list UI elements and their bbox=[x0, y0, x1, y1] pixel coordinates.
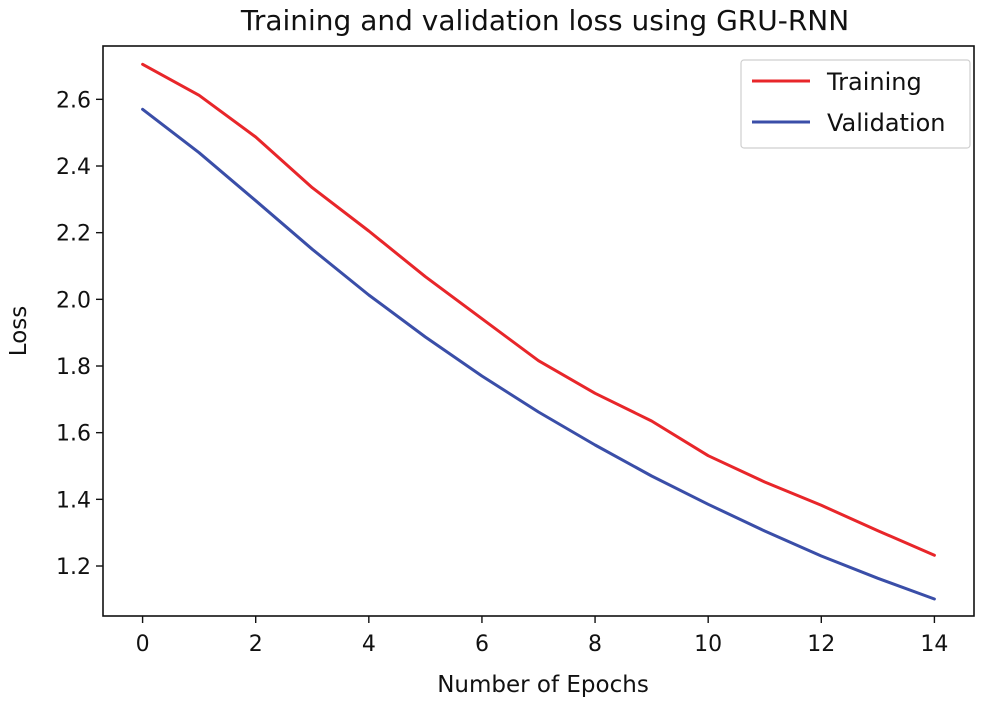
y-tick-label: 2.0 bbox=[56, 288, 91, 313]
plot-area-frame bbox=[102, 45, 975, 617]
x-tick-label: 10 bbox=[694, 632, 722, 657]
x-tick-label: 14 bbox=[920, 632, 948, 657]
x-tick-label: 12 bbox=[807, 632, 835, 657]
series-line-validation bbox=[141, 107, 936, 601]
x-axis-label: Number of Epochs bbox=[437, 672, 649, 698]
y-tick-label: 2.6 bbox=[56, 88, 91, 113]
y-tick-label: 2.4 bbox=[56, 155, 91, 180]
y-axis-label: Loss bbox=[6, 306, 32, 356]
legend-label-training: Training bbox=[826, 68, 922, 96]
x-tick-label: 4 bbox=[362, 632, 376, 657]
series-layer bbox=[141, 62, 936, 601]
y-tick-label: 1.4 bbox=[56, 488, 91, 513]
y-axis-ticks: 1.2 1.4 1.6 1.8 2.0 2.2 2.4 2.6 bbox=[56, 88, 103, 580]
y-tick-label: 2.2 bbox=[56, 222, 91, 247]
x-tick-label: 2 bbox=[249, 632, 263, 657]
x-tick-label: 6 bbox=[475, 632, 489, 657]
y-tick-label: 1.2 bbox=[56, 555, 91, 580]
x-tick-label: 0 bbox=[136, 632, 150, 657]
y-tick-label: 1.8 bbox=[56, 355, 91, 380]
legend-label-validation: Validation bbox=[827, 109, 946, 137]
legend: Training Validation bbox=[740, 59, 971, 149]
x-tick-label: 8 bbox=[588, 632, 602, 657]
series-line-training bbox=[141, 62, 936, 557]
chart-title: Training and validation loss using GRU-R… bbox=[240, 4, 849, 37]
x-axis-ticks: 0 2 4 6 8 10 12 14 bbox=[136, 616, 948, 657]
y-tick-label: 1.6 bbox=[56, 422, 91, 447]
